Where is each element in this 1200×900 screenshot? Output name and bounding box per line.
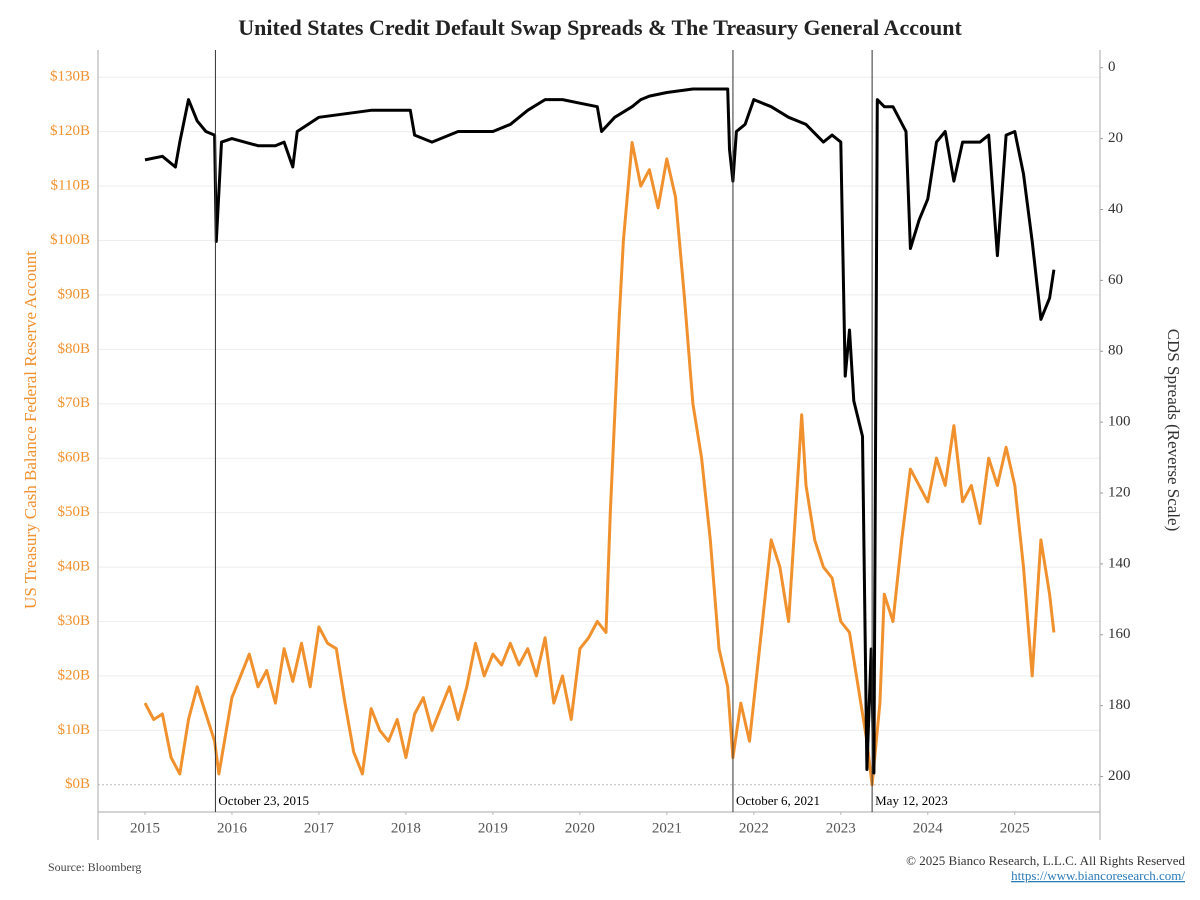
y2-tick-label: 200 bbox=[1108, 768, 1131, 784]
data-line bbox=[144, 87, 1056, 775]
annotation-label: October 6, 2021 bbox=[736, 793, 820, 808]
annotation-label: May 12, 2023 bbox=[875, 793, 948, 808]
y2-tick-label: 80 bbox=[1108, 343, 1123, 359]
copyright: © 2025 Bianco Research, L.L.C. All Right… bbox=[906, 853, 1185, 868]
y-tick-label: $80B bbox=[57, 341, 90, 357]
y2-tick-label: 40 bbox=[1108, 201, 1123, 217]
y2-tick-label: 180 bbox=[1108, 697, 1131, 713]
x-tick-label: 2018 bbox=[391, 820, 421, 836]
y-tick-label: $90B bbox=[57, 286, 90, 302]
y-tick-label: $70B bbox=[57, 395, 90, 411]
x-tick-label: 2019 bbox=[478, 820, 508, 836]
x-tick-label: 2016 bbox=[217, 820, 248, 836]
data-line bbox=[143, 141, 1056, 787]
y-tick-label: $50B bbox=[57, 504, 90, 520]
y-axis-label: US Treasury Cash Balance Federal Reserve… bbox=[21, 251, 40, 609]
y-tick-label: $30B bbox=[57, 613, 90, 629]
y-tick-label: $0B bbox=[65, 776, 90, 792]
x-tick-label: 2025 bbox=[1000, 820, 1030, 836]
y2-tick-label: 120 bbox=[1108, 484, 1131, 500]
y-tick-label: $60B bbox=[57, 450, 90, 466]
x-tick-label: 2024 bbox=[913, 820, 944, 836]
y-tick-label: $110B bbox=[51, 178, 90, 194]
y2-axis-label: CDS Spreads (Reverse Scale) bbox=[1164, 329, 1183, 532]
x-tick-label: 2023 bbox=[826, 820, 856, 836]
chart-title: United States Credit Default Swap Spread… bbox=[238, 15, 962, 40]
x-tick-label: 2022 bbox=[739, 820, 769, 836]
x-tick-label: 2020 bbox=[565, 820, 595, 836]
y2-tick-label: 60 bbox=[1108, 272, 1123, 288]
y2-tick-label: 20 bbox=[1108, 130, 1123, 146]
x-tick-label: 2015 bbox=[130, 820, 160, 836]
y-tick-label: $20B bbox=[57, 667, 90, 683]
y-tick-label: $10B bbox=[57, 722, 90, 738]
y2-tick-label: 140 bbox=[1108, 555, 1131, 571]
y-tick-label: $40B bbox=[57, 559, 90, 575]
y2-tick-label: 0 bbox=[1108, 59, 1116, 75]
source: Source: Bloomberg bbox=[48, 860, 141, 874]
x-tick-label: 2021 bbox=[652, 820, 682, 836]
annotation-label: October 23, 2015 bbox=[218, 793, 309, 808]
y-tick-label: $130B bbox=[50, 69, 90, 85]
x-tick-label: 2017 bbox=[304, 820, 335, 836]
y-tick-label: $120B bbox=[50, 123, 90, 139]
y2-tick-label: 160 bbox=[1108, 626, 1131, 642]
url-link[interactable]: https://www.biancoresearch.com/ bbox=[1011, 868, 1185, 883]
y2-tick-label: 100 bbox=[1108, 414, 1131, 430]
y-tick-label: $100B bbox=[50, 232, 90, 248]
